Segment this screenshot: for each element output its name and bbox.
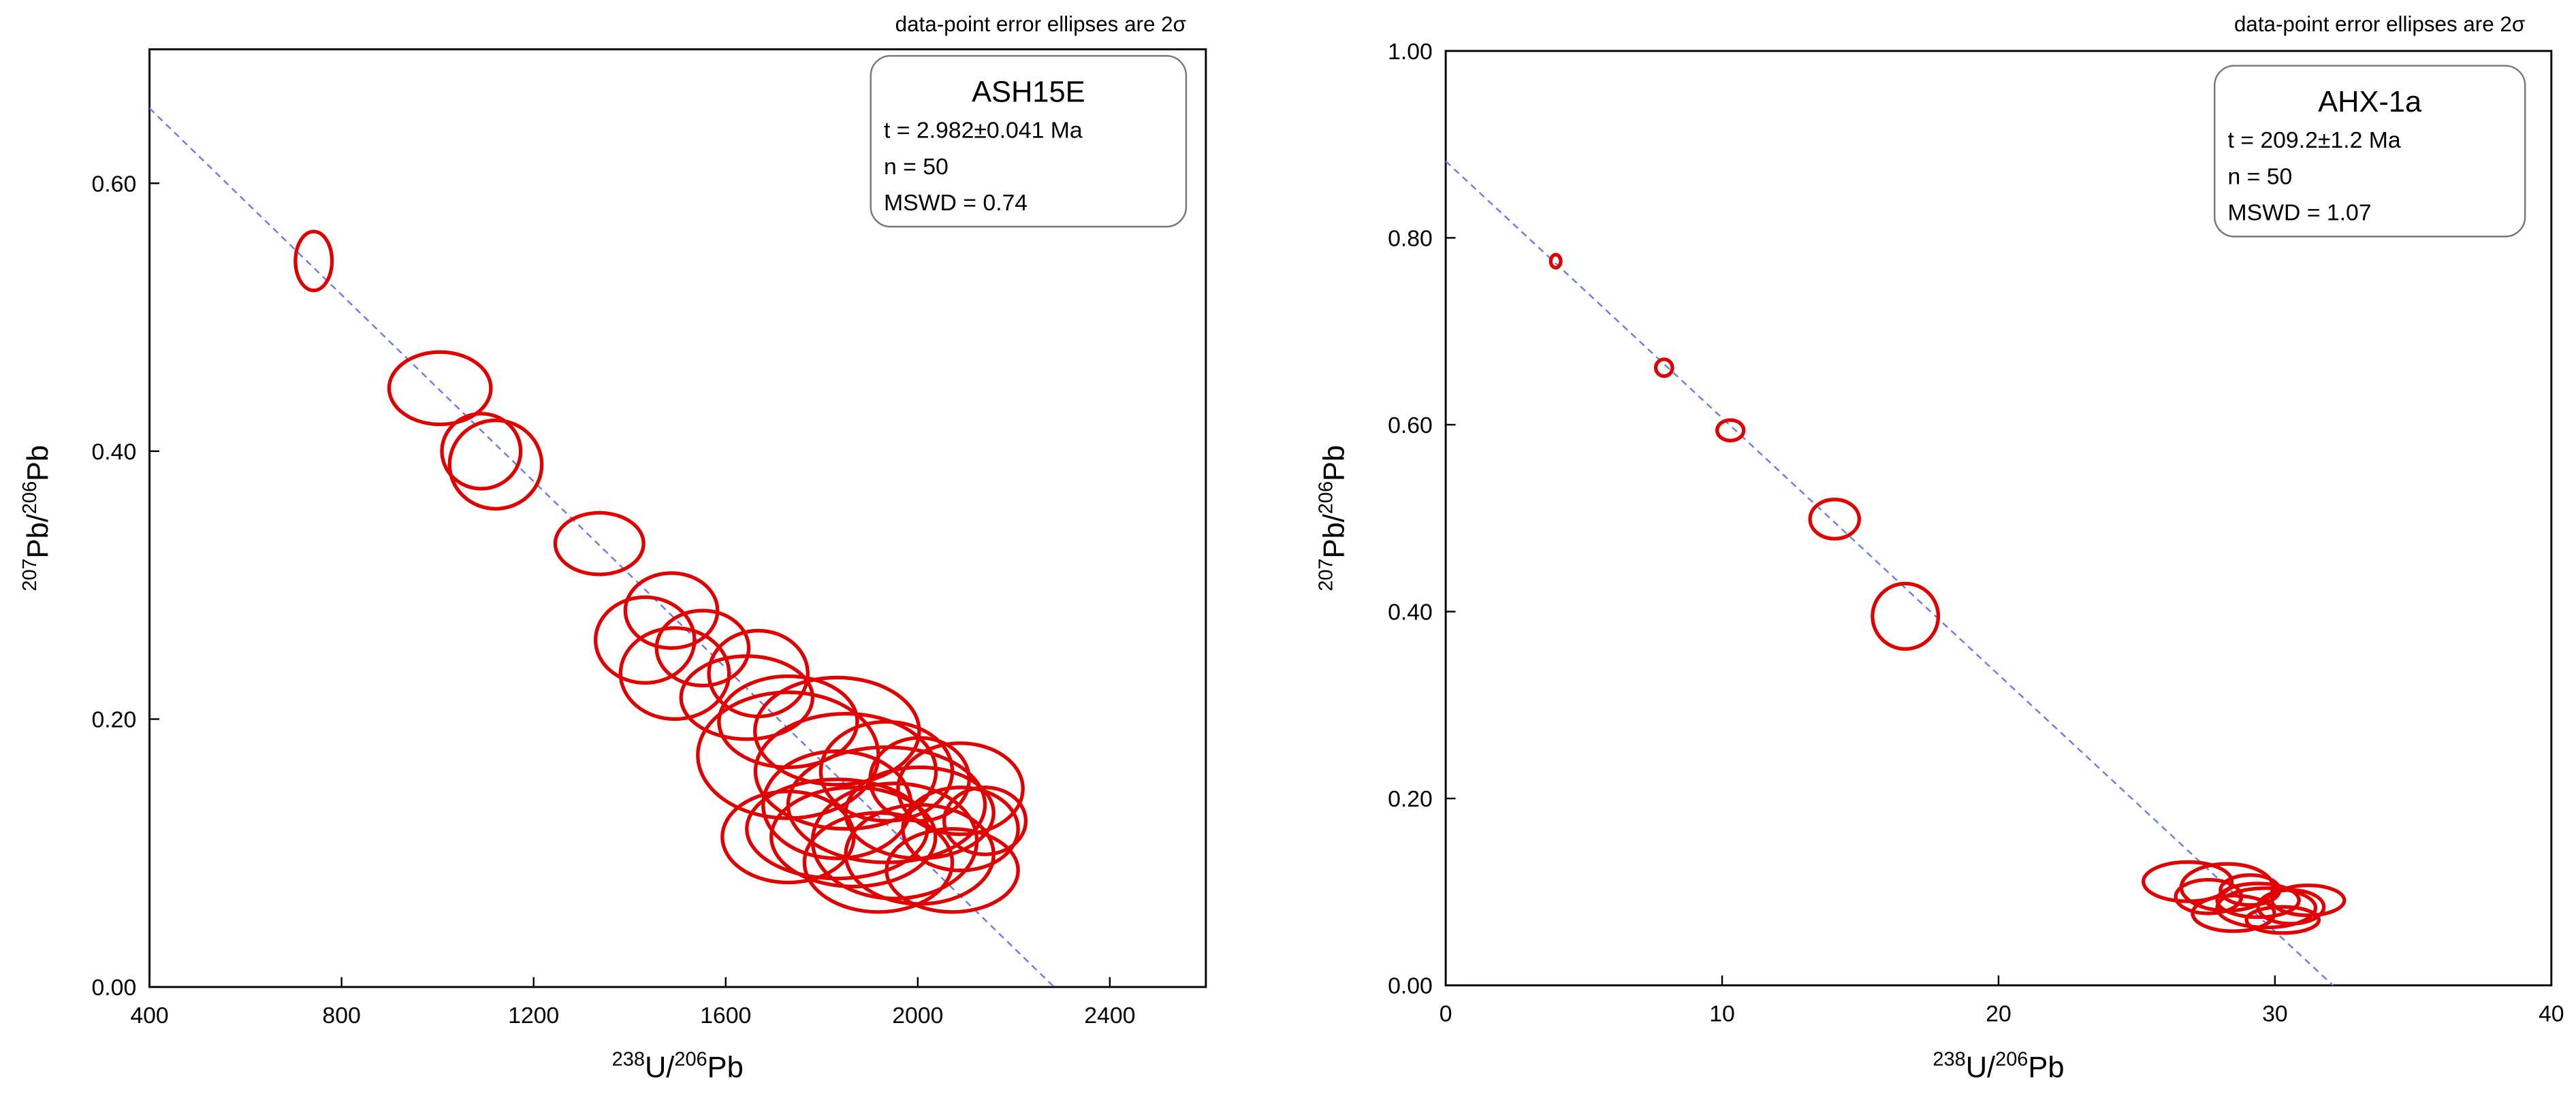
label-part: Pb/	[22, 513, 54, 558]
legend-box	[870, 54, 1188, 228]
x-axis-label: 238U/206Pb	[1933, 1049, 2064, 1084]
legend-line: t = 209.2±1.2 Ma	[2228, 127, 2401, 153]
legend-line: MSWD = 0.74	[884, 190, 1028, 216]
legend-line: MSWD = 1.07	[2228, 199, 2372, 225]
superscript: 206	[1995, 1049, 2028, 1071]
error-ellipse	[623, 571, 720, 650]
y-axis-label: 207Pb/206Pb	[19, 445, 54, 591]
error-ellipse	[2174, 877, 2244, 915]
x-axis-label: 238U/206Pb	[612, 1049, 744, 1084]
x-tick-label: 30	[2262, 1001, 2288, 1027]
error-ellipse	[717, 674, 859, 769]
label-part: U/	[645, 1052, 675, 1084]
x-tick-label: 10	[1709, 1001, 1735, 1027]
y-tick-label: 0.00	[92, 975, 137, 1001]
y-tick-label: 0.00	[1388, 973, 1433, 999]
y-tick-label: 0.40	[92, 439, 137, 465]
label-part: U/	[1966, 1052, 1996, 1084]
label-part: Pb	[1318, 445, 1351, 481]
y-tick-label: 0.20	[1388, 786, 1433, 812]
error-ellipse	[901, 785, 1020, 873]
error-ellipse	[802, 811, 955, 914]
y-tick-label: 0.80	[1388, 225, 1433, 251]
error-ellipse	[1653, 357, 1674, 378]
y-axis-label: 207Pb/206Pb	[1316, 445, 1351, 591]
error-ellipse	[1808, 498, 1862, 541]
error-ellipse	[2244, 905, 2321, 935]
superscript: 206	[674, 1049, 707, 1071]
x-tick-label: 1200	[508, 1003, 559, 1028]
error-ellipse	[1715, 418, 1746, 442]
note: data-point error ellipses are 2σ	[2234, 12, 2525, 36]
error-ellipse	[654, 609, 751, 687]
error-ellipse	[447, 418, 544, 511]
superscript: 206	[19, 481, 41, 514]
error-ellipse	[2215, 881, 2301, 920]
error-ellipse	[618, 626, 731, 722]
error-ellipse	[1548, 253, 1563, 270]
error-ellipse	[896, 741, 1025, 837]
note: data-point error ellipses are 2σ	[895, 12, 1186, 36]
label-part: Pb	[22, 445, 54, 481]
error-ellipse	[2256, 888, 2326, 926]
panel: 0 10 20 30 40 0.00 0.20 0.40 0.60 0.80 1.00 AHX-1a t…	[1316, 12, 2564, 1084]
legend-title: AHX-1a	[2318, 86, 2422, 118]
superscript: 207	[19, 558, 41, 591]
error-ellipse	[942, 785, 1028, 856]
error-ellipse	[1871, 581, 1941, 651]
label-part: Pb	[707, 1052, 744, 1084]
error-ellipse	[440, 412, 523, 491]
panel: 400 800 1200 1600 2000 2400 0.00 0.20 0.40 0.60 AS…	[19, 12, 1207, 1084]
y-tick-label: 0.20	[92, 707, 137, 733]
y-tick-label: 1.00	[1388, 39, 1433, 65]
legend-line: t = 2.982±0.041 Ma	[884, 118, 1083, 144]
x-tick-label: 0	[1440, 1001, 1452, 1027]
error-ellipse	[2191, 894, 2276, 933]
legend-line: n = 50	[2228, 163, 2293, 189]
superscript: 206	[1316, 481, 1337, 514]
error-ellipse	[293, 229, 334, 293]
y-tick-label: 0.60	[1388, 412, 1433, 438]
error-ellipse	[753, 711, 938, 831]
x-tick-label: 2400	[1084, 1003, 1135, 1028]
plot-frame	[148, 48, 1207, 988]
error-ellipse	[753, 675, 921, 787]
legend-box	[2214, 65, 2526, 238]
x-tick-label: 40	[2539, 1001, 2564, 1027]
x-tick-label: 800	[322, 1003, 360, 1028]
error-ellipse	[720, 790, 856, 885]
error-ellipse	[553, 511, 646, 577]
label-part: Pb	[2028, 1052, 2064, 1084]
error-ellipse	[593, 595, 697, 685]
label-part: Pb/	[1318, 513, 1351, 558]
x-tick-label: 2000	[892, 1003, 943, 1028]
superscript: 238	[612, 1049, 645, 1071]
error-ellipse	[679, 654, 815, 741]
x-tick-label: 20	[1986, 1001, 2011, 1027]
error-ellipse	[2219, 873, 2282, 907]
x-tick-label: 1600	[700, 1003, 751, 1028]
error-ellipse	[769, 785, 938, 889]
legend-title: ASH15E	[972, 76, 1085, 109]
error-ellipse	[868, 736, 971, 823]
error-ellipse	[745, 777, 929, 881]
fit-line	[1445, 160, 2334, 986]
x-tick-label: 400	[130, 1003, 168, 1028]
error-ellipse	[387, 350, 493, 427]
y-tick-label: 0.60	[92, 171, 137, 197]
legend-line: n = 50	[884, 154, 949, 180]
y-tick-label: 0.40	[1388, 600, 1433, 626]
superscript: 238	[1933, 1049, 1965, 1071]
superscript: 207	[1316, 558, 1337, 591]
error-ellipse	[2215, 886, 2318, 930]
